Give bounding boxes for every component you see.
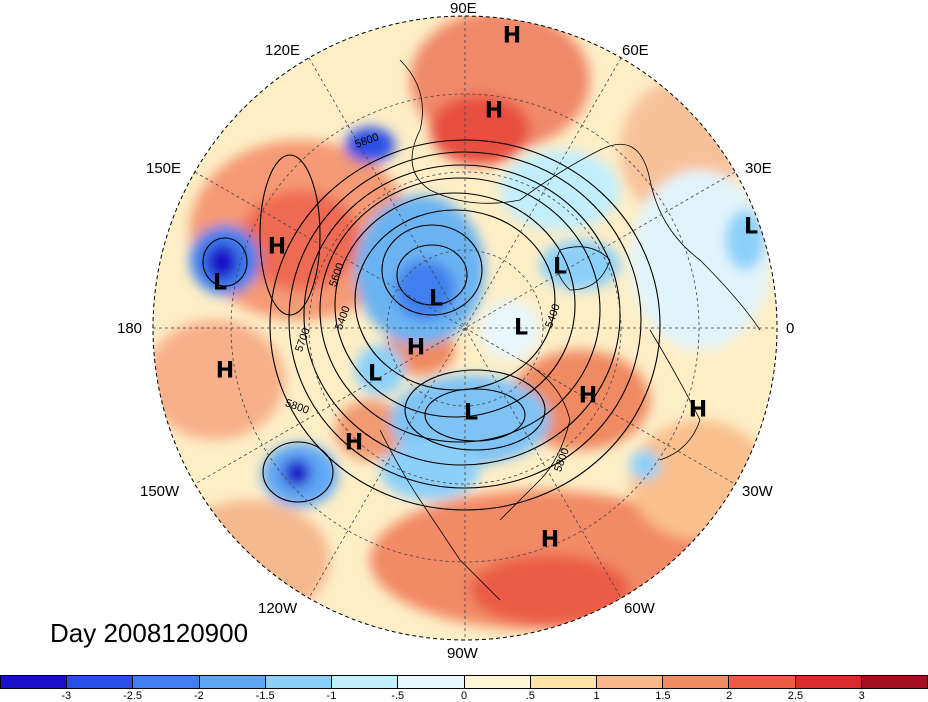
pressure-center-high: H	[688, 397, 708, 423]
colorbar-tick-label: -1	[326, 690, 337, 702]
colorbar-segment	[728, 676, 795, 688]
lon-label-150e: 150E	[146, 160, 182, 177]
pressure-center-high: H	[502, 23, 522, 49]
lon-label-30e: 30E	[745, 160, 772, 177]
colorbar-tick-label: .5	[525, 690, 535, 702]
colorbar-segment	[397, 676, 464, 688]
pressure-center-low: L	[552, 254, 568, 280]
colorbar-segment	[1, 676, 67, 688]
pressure-center-low: L	[212, 270, 228, 296]
lon-label-120w: 120W	[258, 600, 298, 617]
colorbar-tick-label: -2	[193, 690, 204, 702]
colorbar-segment	[264, 676, 332, 688]
lon-label-0: 0	[786, 320, 795, 337]
lon-label-180: 180	[117, 320, 143, 337]
lon-label-120e: 120E	[265, 42, 301, 59]
colorbar	[0, 675, 928, 689]
map-boundary	[152, 15, 778, 641]
pressure-center-high: H	[267, 234, 287, 260]
lon-label-150w: 150W	[140, 483, 180, 500]
colorbar-tick-label: -2.5	[123, 690, 143, 702]
pressure-center-low: L	[513, 315, 529, 341]
colorbar-tick-label: 2.5	[787, 690, 804, 702]
lon-label-60e: 60E	[622, 42, 649, 59]
colorbar-tick-label: -1.5	[255, 690, 275, 702]
colorbar-segment	[198, 676, 265, 688]
pressure-center-low: L	[463, 400, 479, 426]
colorbar-segment	[331, 676, 398, 688]
colorbar-segment	[463, 676, 530, 688]
colorbar-tick-label: 1.5	[655, 690, 671, 702]
pressure-center-high: H	[344, 430, 364, 456]
colorbar-segment	[662, 676, 729, 688]
pressure-center-low: L	[367, 361, 383, 387]
colorbar-tick-label: -3	[61, 690, 72, 702]
colorbar-tick-label: 2	[726, 690, 733, 702]
pressure-center-high: H	[406, 335, 426, 361]
lon-label-90w: 90W	[447, 645, 478, 662]
lon-label-30w: 30W	[742, 483, 773, 500]
graticule	[153, 16, 777, 640]
pressure-center-high: H	[578, 383, 598, 409]
colorbar-tick-label: 0	[460, 690, 468, 702]
lon-label-60w: 60W	[624, 600, 655, 617]
colorbar-tick-label: 1	[593, 690, 600, 702]
pressure-center-low: L	[743, 214, 759, 240]
pressure-center-high: H	[540, 527, 560, 553]
colorbar-tick-label: -.5	[391, 690, 405, 702]
colorbar-segment	[66, 676, 133, 688]
pressure-center-high: H	[484, 98, 504, 124]
colorbar-segment	[860, 676, 928, 688]
coastlines	[379, 59, 761, 601]
lon-label-90e: 90E	[450, 0, 477, 17]
colorbar-segment	[529, 676, 596, 688]
colorbar-segment	[132, 676, 199, 688]
colorbar-tick-label: 3	[858, 690, 865, 702]
colorbar-segment	[595, 676, 663, 688]
height-contours	[202, 139, 661, 511]
date-title: Day 2008120900	[50, 618, 249, 648]
colorbar-segment	[794, 676, 861, 688]
pressure-center-high: H	[215, 358, 235, 384]
pressure-center-low: L	[428, 286, 444, 312]
